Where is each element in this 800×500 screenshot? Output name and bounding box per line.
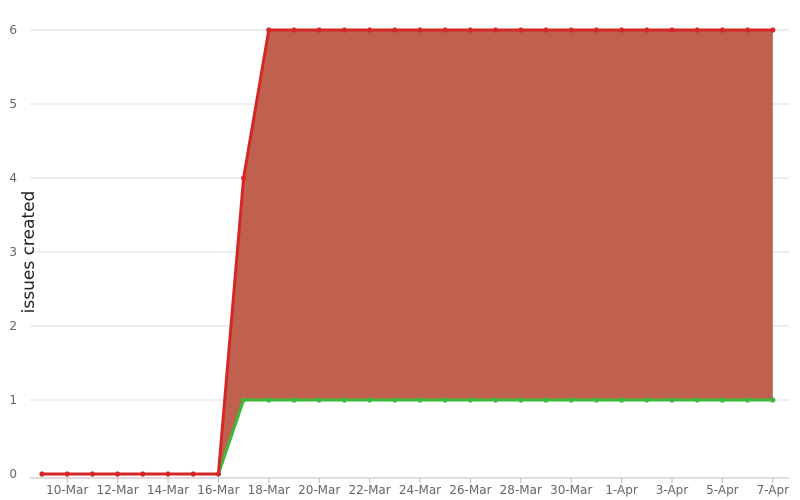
data-point[interactable]: [367, 27, 373, 33]
data-point[interactable]: [215, 471, 221, 477]
data-point[interactable]: [745, 397, 751, 403]
data-point[interactable]: [669, 27, 675, 33]
x-tick-label: 24-Mar: [399, 483, 441, 497]
data-point[interactable]: [89, 471, 95, 477]
data-point[interactable]: [291, 27, 297, 33]
x-tick-label: 26-Mar: [449, 483, 491, 497]
data-point[interactable]: [770, 27, 776, 33]
data-point[interactable]: [644, 397, 650, 403]
y-tick-label: 4: [9, 171, 17, 185]
data-point[interactable]: [442, 27, 448, 33]
x-tick-label: 10-Mar: [46, 483, 88, 497]
series-line: [42, 28, 773, 476]
data-point[interactable]: [316, 27, 322, 33]
data-point[interactable]: [619, 27, 625, 33]
data-point[interactable]: [518, 397, 524, 403]
x-tick-label: 3-Apr: [656, 483, 689, 497]
x-tick-label: 30-Mar: [550, 483, 592, 497]
y-tick-label: 5: [9, 97, 17, 111]
data-point[interactable]: [467, 397, 473, 403]
data-point[interactable]: [316, 397, 322, 403]
data-point[interactable]: [165, 471, 171, 477]
x-tick-label: 28-Mar: [500, 483, 542, 497]
data-point[interactable]: [694, 397, 700, 403]
series-lower: [39, 397, 776, 477]
data-point[interactable]: [518, 27, 524, 33]
data-point[interactable]: [568, 397, 574, 403]
data-point[interactable]: [442, 397, 448, 403]
data-point[interactable]: [291, 397, 297, 403]
x-tick-label: 20-Mar: [298, 483, 340, 497]
data-point[interactable]: [367, 397, 373, 403]
x-tick-label: 12-Mar: [96, 483, 138, 497]
data-point[interactable]: [644, 27, 650, 33]
data-point[interactable]: [619, 397, 625, 403]
data-point[interactable]: [593, 397, 600, 403]
data-point[interactable]: [568, 27, 574, 33]
y-tick-label: 2: [9, 319, 17, 333]
data-point[interactable]: [190, 471, 196, 477]
x-tick-label: 18-Mar: [248, 483, 290, 497]
y-tick-label: 0: [9, 467, 17, 481]
y-tick-label: 6: [9, 23, 17, 37]
data-point[interactable]: [543, 27, 549, 33]
x-tick-label: 16-Mar: [197, 483, 239, 497]
x-tick-label: 22-Mar: [348, 483, 390, 497]
data-point[interactable]: [417, 397, 423, 403]
y-axis-title: issues created: [19, 191, 39, 314]
data-point[interactable]: [140, 471, 146, 477]
x-tick-label: 1-Apr: [605, 483, 638, 497]
data-point[interactable]: [241, 175, 247, 181]
data-point[interactable]: [341, 27, 347, 33]
x-tick-label: 7-Apr: [757, 483, 790, 497]
data-point[interactable]: [593, 27, 600, 33]
x-axis-ticks: 10-Mar 12-Mar 14-Mar 16-Mar 18-Mar 20-Mar 22-M…: [46, 478, 789, 497]
area-fill-between-series: [42, 30, 773, 474]
data-point[interactable]: [719, 27, 726, 33]
data-point[interactable]: [392, 397, 398, 403]
x-tick-label: 14-Mar: [147, 483, 189, 497]
y-tick-label: 1: [9, 393, 17, 407]
data-point[interactable]: [39, 471, 45, 477]
data-point[interactable]: [770, 397, 776, 403]
series-line: [42, 398, 773, 476]
data-point[interactable]: [467, 27, 473, 33]
data-point[interactable]: [745, 27, 751, 33]
data-point[interactable]: [392, 27, 398, 33]
data-point[interactable]: [493, 397, 499, 403]
data-point[interactable]: [694, 27, 700, 33]
data-point[interactable]: [241, 397, 247, 403]
data-point[interactable]: [341, 397, 347, 403]
series-upper: [39, 27, 776, 477]
data-point[interactable]: [493, 27, 499, 33]
y-axis-ticks: 0 1 2 3 4 5 6: [9, 23, 17, 481]
data-point[interactable]: [266, 397, 272, 403]
data-point[interactable]: [669, 397, 675, 403]
data-point[interactable]: [115, 471, 121, 477]
series-layer: [39, 27, 776, 477]
y-tick-label: 3: [9, 245, 17, 259]
data-point[interactable]: [543, 397, 549, 403]
x-tick-label: 5-Apr: [706, 483, 739, 497]
data-point[interactable]: [266, 27, 272, 33]
data-point[interactable]: [64, 471, 70, 477]
data-point[interactable]: [417, 27, 423, 33]
data-point[interactable]: [719, 397, 726, 403]
